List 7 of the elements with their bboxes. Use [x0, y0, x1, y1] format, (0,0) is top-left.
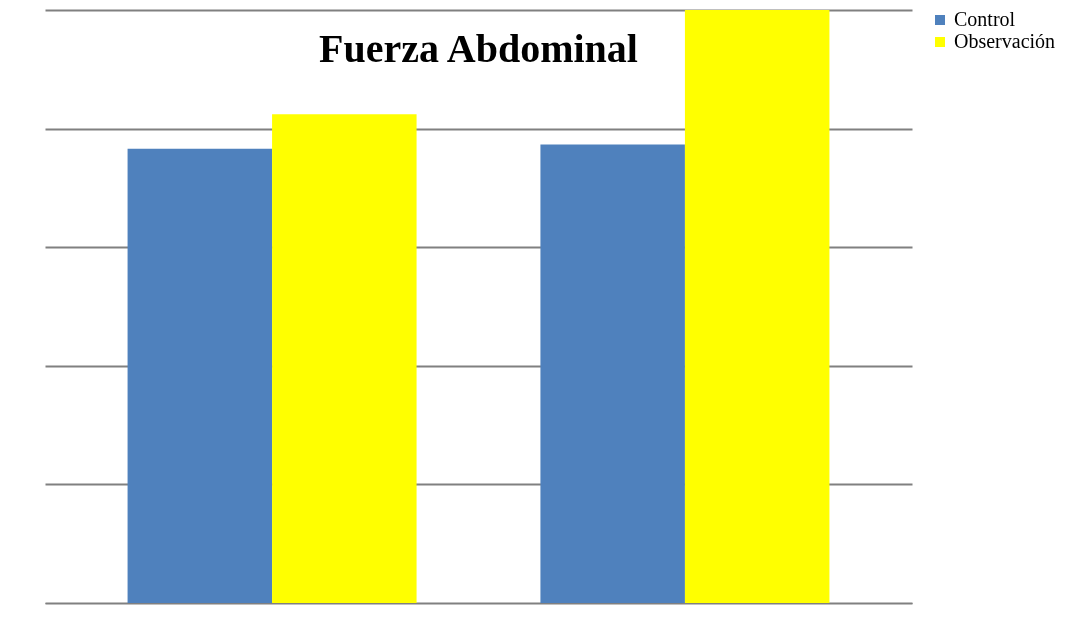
bar [272, 114, 417, 603]
legend-label: Control [954, 8, 1016, 30]
bar [684, 10, 830, 603]
chart-title: Fuerza Abdominal [319, 26, 638, 71]
bar [127, 148, 273, 603]
bar [540, 144, 685, 603]
legend-label: Observación [954, 30, 1056, 52]
